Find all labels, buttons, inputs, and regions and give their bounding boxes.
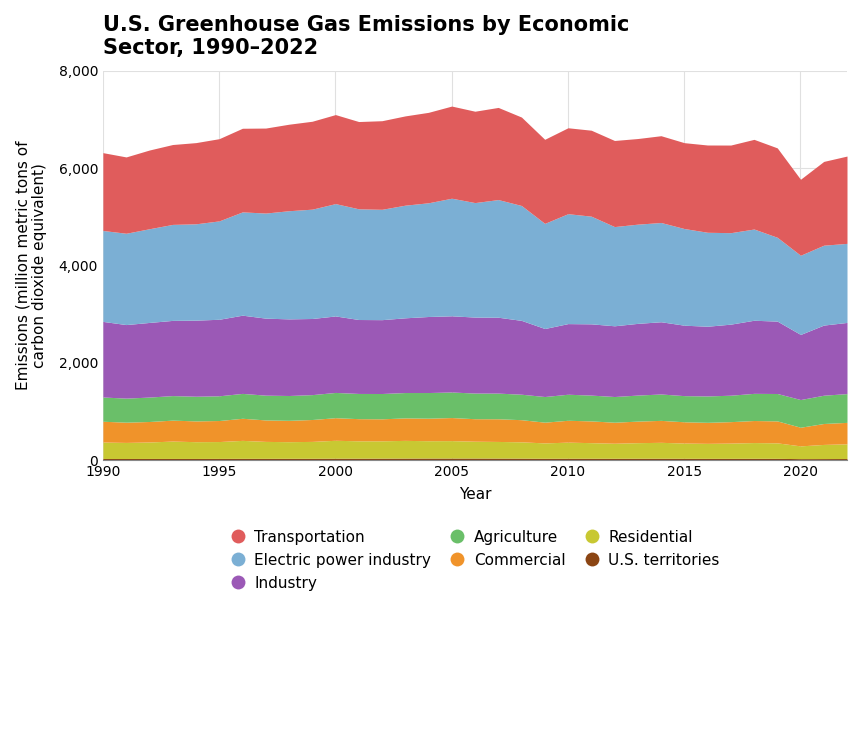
Legend: Transportation, Electric power industry, Industry, Agriculture, Commercial, Resi: Transportation, Electric power industry,… <box>222 523 727 598</box>
Y-axis label: Emissions (million metric tons of
carbon dioxide equivalent): Emissions (million metric tons of carbon… <box>15 141 47 391</box>
X-axis label: Year: Year <box>458 487 491 503</box>
Text: U.S. Greenhouse Gas Emissions by Economic
Sector, 1990–2022: U.S. Greenhouse Gas Emissions by Economi… <box>102 15 629 58</box>
